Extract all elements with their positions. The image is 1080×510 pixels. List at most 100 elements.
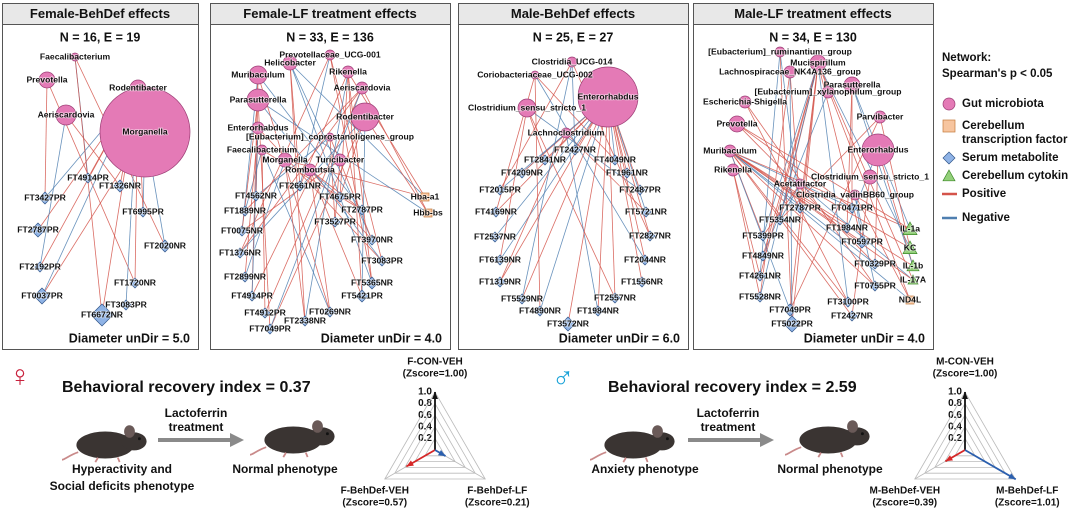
node-metabolite bbox=[234, 247, 246, 259]
radar-arrow-head bbox=[432, 392, 438, 399]
radar-axis-label: M-CON-VEH bbox=[936, 357, 994, 368]
node-label: FT2787PR bbox=[779, 202, 821, 212]
node-microbiota bbox=[728, 115, 746, 133]
node-metabolite bbox=[494, 184, 506, 196]
panel-header bbox=[2, 3, 199, 25]
edge bbox=[299, 54, 331, 187]
node-label: FT1961NR bbox=[606, 167, 649, 177]
edges bbox=[239, 54, 429, 330]
edge bbox=[347, 71, 363, 297]
radar-value-label: (Zscore=0.39) bbox=[872, 498, 937, 509]
node-label: Lachnoclostridium bbox=[528, 127, 605, 137]
edge bbox=[854, 194, 911, 301]
node-label: FT5354NR bbox=[759, 214, 802, 224]
panel-title: Female-BehDef effects bbox=[30, 6, 170, 21]
panel-frame bbox=[210, 3, 451, 350]
node-label: FT6672NR bbox=[81, 309, 124, 319]
node-label: Prevotellaceae_UCG-001 bbox=[279, 49, 380, 59]
node-label: Enterorhabdus bbox=[847, 144, 908, 154]
radar-value-label: (Zscore=1.01) bbox=[995, 498, 1060, 509]
node-metabolite bbox=[516, 167, 528, 179]
edge bbox=[239, 87, 363, 254]
node-label: FT4849NR bbox=[742, 250, 785, 260]
radar-axis-label: F-CON-VEH bbox=[407, 357, 463, 368]
node-microbiota bbox=[248, 65, 268, 85]
edge bbox=[526, 107, 641, 191]
node-microbiota bbox=[861, 133, 895, 167]
node-microbiota bbox=[55, 104, 77, 126]
edge bbox=[597, 96, 609, 312]
node-label: Coriobacteriaceae_UCG-002 bbox=[477, 69, 593, 79]
radar-tick-label: 1.0 bbox=[948, 387, 962, 398]
edge bbox=[729, 150, 849, 303]
network-diameter: Diameter unDir = 4.0 bbox=[321, 331, 442, 345]
node-microbiota bbox=[99, 86, 191, 178]
treatment-label: treatment bbox=[169, 420, 224, 434]
node-metabolite bbox=[754, 291, 766, 303]
node-label: Aeriscardovia bbox=[334, 82, 391, 92]
node-label: Muribaculum bbox=[231, 69, 285, 79]
node-label: FT5529NR bbox=[501, 293, 544, 303]
radar-grid bbox=[424, 437, 446, 457]
network-diameter: Diameter unDir = 4.0 bbox=[804, 331, 925, 345]
node-label: FT4914PR bbox=[231, 290, 273, 300]
mouse-icon bbox=[785, 419, 871, 458]
radar-arrow bbox=[964, 449, 1017, 481]
node-metabolite bbox=[754, 270, 766, 282]
radar-value-label: (Zscore=1.00) bbox=[403, 369, 468, 380]
node-transcription-factor bbox=[423, 208, 433, 218]
node-label: FT1556NR bbox=[621, 276, 664, 286]
edge bbox=[846, 84, 853, 229]
node-metabolite bbox=[294, 180, 306, 192]
node-label: Hba-a1 bbox=[411, 191, 440, 201]
edge bbox=[329, 54, 373, 284]
node-label: Clostridium_sensu_stricto_1 bbox=[811, 171, 929, 181]
node-label: Clostridium_sensu_stricto_1 bbox=[468, 102, 586, 112]
node-microbiota bbox=[873, 110, 887, 124]
edge bbox=[244, 87, 363, 212]
node-metabolite bbox=[365, 276, 379, 290]
panel-title: Male-BehDef effects bbox=[511, 6, 635, 21]
edge bbox=[521, 61, 573, 300]
node-label: Faecalibacterium bbox=[227, 144, 298, 154]
node-label: FT0755PR bbox=[854, 280, 896, 290]
node-microbiota bbox=[862, 169, 878, 185]
edge bbox=[759, 62, 819, 277]
node-label: [Eubacterium]_ruminantium_group bbox=[708, 46, 852, 56]
treatment-label: Lactoferrin bbox=[165, 406, 228, 420]
edge bbox=[744, 101, 876, 287]
node-metabolite bbox=[239, 205, 251, 217]
network-panel: Female-BehDef effects N = 16, E = 19 Diame… bbox=[2, 3, 199, 350]
treatment-arrow-head bbox=[230, 433, 244, 447]
node-cytokine bbox=[942, 169, 956, 182]
edge bbox=[264, 87, 363, 314]
legend-label: Serum metabolite bbox=[962, 152, 1059, 164]
nodes bbox=[723, 46, 920, 333]
network-diameter: Diameter unDir = 6.0 bbox=[559, 331, 680, 345]
node-metabolite bbox=[34, 261, 46, 273]
node-microbiota bbox=[282, 55, 298, 71]
node-metabolite bbox=[640, 206, 652, 218]
edge bbox=[499, 107, 528, 261]
legend-label: Cerebellum bbox=[962, 120, 1025, 132]
node-label: Acetatifactor bbox=[774, 178, 827, 188]
edge bbox=[817, 62, 911, 301]
node-label: IL-17A bbox=[900, 274, 926, 284]
node-label: Rodentibacter bbox=[109, 82, 167, 92]
female-row: ♀ Behavioral recovery index = 0.37 Lacto… bbox=[9, 360, 338, 493]
node-label: FT3970NR bbox=[351, 234, 394, 244]
node-label: FT3527PR bbox=[314, 216, 356, 226]
node-metabolite bbox=[30, 222, 46, 238]
radar-tick-label: 1.0 bbox=[418, 387, 432, 398]
legend-label: Gut microbiota bbox=[962, 98, 1044, 110]
node-cytokine bbox=[907, 274, 919, 285]
radar-grid bbox=[944, 425, 986, 463]
node-label: FT3083PR bbox=[361, 255, 403, 265]
node-label: Lachnospiraceae_NK4A136_group bbox=[719, 66, 861, 76]
radar-tick-label: 0.6 bbox=[948, 410, 962, 421]
network-panel: Male-LF treatment effects N = 34, E = 130… bbox=[693, 3, 934, 350]
node-label: FT2661NR bbox=[279, 180, 322, 190]
edge bbox=[567, 96, 609, 325]
edge bbox=[759, 71, 791, 298]
radar-tick-label: 0.4 bbox=[418, 421, 432, 432]
